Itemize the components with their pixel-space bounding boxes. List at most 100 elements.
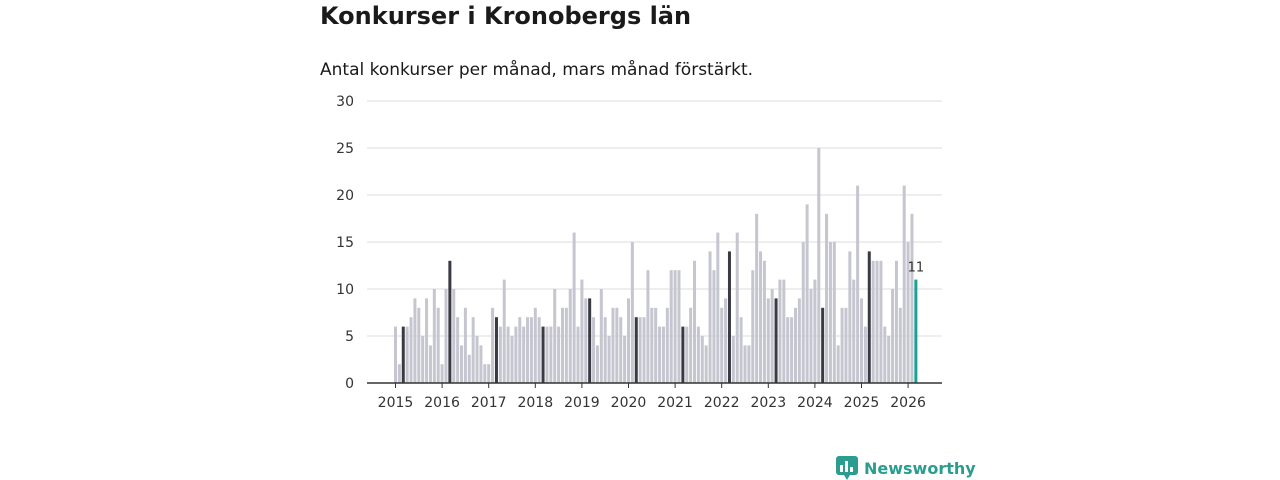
bar	[762, 260, 766, 383]
bar	[782, 279, 786, 383]
bar	[848, 251, 852, 383]
bar	[871, 260, 875, 383]
bar	[898, 307, 902, 383]
bar-march	[634, 317, 638, 383]
y-tick-label: 5	[345, 329, 354, 345]
x-tick-label: 2016	[424, 395, 460, 411]
bar	[627, 298, 630, 383]
bar	[483, 364, 487, 383]
bar-march	[494, 317, 498, 383]
bar	[646, 270, 650, 383]
bar	[549, 326, 553, 383]
bar-march	[401, 326, 405, 383]
bar	[576, 326, 580, 383]
bar	[394, 326, 397, 383]
bar	[409, 317, 413, 383]
bar	[689, 307, 693, 383]
bar	[432, 289, 436, 383]
x-tick-label: 2023	[750, 395, 786, 411]
x-axis: 2015 2016 2017 2018 2019 2020 2021 2022 2023 2024…	[367, 382, 942, 411]
bar	[793, 307, 797, 383]
bar	[696, 326, 700, 383]
bar	[475, 336, 479, 383]
bar-march	[774, 298, 778, 383]
x-tick-label: 2022	[704, 395, 740, 411]
bar	[650, 307, 654, 383]
y-tick-label: 0	[345, 376, 354, 392]
bar	[584, 298, 588, 383]
x-tick-label: 2017	[471, 395, 507, 411]
bar-latest	[914, 279, 918, 383]
bar	[751, 270, 755, 383]
bar	[665, 307, 669, 383]
bar	[518, 317, 522, 383]
bar	[677, 270, 681, 383]
bar	[669, 270, 673, 383]
bar-march	[821, 307, 825, 383]
bar	[456, 317, 460, 383]
bar	[440, 364, 444, 383]
y-tick-label: 20	[336, 188, 354, 204]
x-tick-label: 2024	[797, 395, 833, 411]
chart-subtitle: Antal konkurser per månad, mars månad fö…	[320, 60, 754, 80]
data-labels: 11	[908, 261, 925, 276]
bar	[883, 326, 887, 383]
bar	[502, 279, 506, 383]
y-tick-label: 10	[336, 282, 354, 298]
newsworthy-icon	[836, 456, 858, 480]
bar	[704, 345, 708, 383]
bar	[533, 307, 537, 383]
bar	[801, 242, 805, 383]
bar	[902, 185, 906, 383]
bar	[724, 298, 728, 383]
bar	[460, 345, 464, 383]
x-tick-label: 2025	[844, 395, 880, 411]
bar	[557, 326, 561, 383]
y-tick-label: 25	[336, 141, 354, 157]
bar	[553, 289, 557, 383]
bar	[708, 251, 712, 383]
bar	[642, 317, 646, 383]
bar	[739, 317, 743, 383]
bar	[766, 298, 770, 383]
bar	[759, 251, 763, 383]
bar-march	[448, 260, 452, 383]
y-tick-label: 30	[336, 94, 354, 110]
x-tick-label: 2019	[564, 395, 600, 411]
bar	[860, 298, 863, 383]
bar	[491, 307, 495, 383]
brand-name: Newsworthy	[864, 458, 976, 478]
bar	[661, 326, 665, 383]
x-tick-label: 2021	[657, 395, 693, 411]
bar	[731, 336, 735, 383]
bar-march	[588, 298, 592, 383]
bar	[599, 289, 603, 383]
bar-march	[541, 326, 545, 383]
bar	[720, 307, 724, 383]
bar	[572, 232, 576, 383]
x-tick-label: 2020	[611, 395, 647, 411]
bar	[906, 242, 910, 383]
bar	[894, 260, 898, 383]
bar	[529, 317, 533, 383]
bar	[743, 345, 747, 383]
bar	[498, 326, 502, 383]
bar	[452, 289, 456, 383]
bar	[615, 307, 619, 383]
bar	[510, 336, 514, 383]
bar	[755, 213, 759, 383]
bar	[840, 307, 844, 383]
bar	[428, 345, 432, 383]
bar	[471, 317, 475, 383]
bar	[693, 260, 697, 383]
brand-logo[interactable]: Newsworthy	[836, 456, 976, 480]
bar	[506, 326, 510, 383]
bar	[514, 326, 518, 383]
bar	[592, 317, 596, 383]
bar	[436, 307, 440, 383]
bar-march	[727, 251, 731, 383]
bar	[467, 354, 471, 383]
bar	[817, 148, 821, 383]
bar	[910, 213, 914, 383]
